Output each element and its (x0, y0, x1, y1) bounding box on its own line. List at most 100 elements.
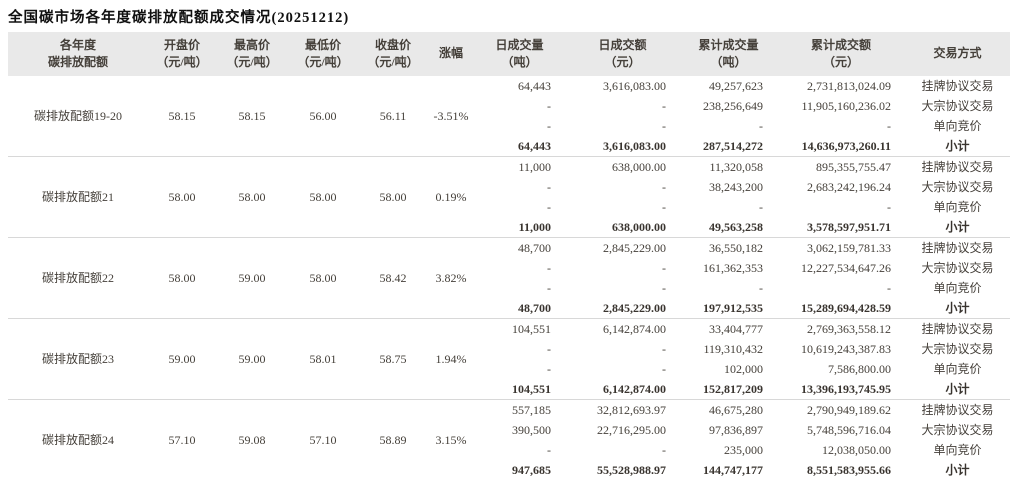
cell-daily-volume: - (547, 180, 551, 194)
cell-trade-method: 单向竞价 (933, 281, 982, 295)
cell-daily-volume: 48,700 (518, 241, 551, 255)
page-title: 全国碳市场各年度碳排放配额成交情况(20251212) (8, 10, 350, 26)
cell-cum-amount: 895,355,755.47 (816, 160, 891, 174)
cell-cum-volume: 33,404,777 (709, 322, 763, 336)
cell-cum-volume: 36,550,182 (709, 241, 763, 255)
cell-daily-volume: - (547, 342, 551, 356)
cell-trade-method: 大宗协议交易 (921, 180, 994, 194)
cell-cum-amount: 15,289,694,428.59 (801, 301, 891, 315)
cell-close-price: 58.42 (358, 237, 428, 319)
table-row: - - - - 单向竞价 (8, 197, 1010, 217)
table-row: 碳排放配额23 59.00 59.00 58.01 58.75 1.94% 104,551 6… (8, 318, 1010, 400)
cell-daily-volume: - (547, 261, 551, 275)
cell-cum-volume: 119,310,432 (703, 342, 763, 356)
cell-cum-amount: 10,619,243,387.83 (801, 342, 891, 356)
table-row: - - 119,310,432 10,619,243,387.83 大宗协议交易 (8, 339, 1010, 359)
cell-quota-name: 碳排放配额23 (8, 318, 148, 400)
cell-cum-amount: 2,731,813,024.09 (807, 79, 891, 93)
cell-daily-volume: 947,685 (512, 463, 551, 477)
cell-daily-volume: 390,500 (512, 423, 551, 437)
cell-cum-volume: 46,675,280 (709, 403, 763, 417)
cell-cum-volume: 287,514,272 (703, 139, 763, 153)
cell-daily-amount: - (662, 180, 666, 194)
quota-trading-table: 各年度 碳排放配额 开盘价 （元/吨） 最高价 （元/吨） 最低价 （元/吨） 收盘价 （元/吨）… (8, 32, 1010, 480)
cell-cum-amount: 7,586,800.00 (828, 362, 891, 376)
table-row: 48,700 2,845,229.00 197,912,535 15,289,694,… (8, 298, 1010, 319)
cell-change-pct: 0.19% (428, 156, 474, 238)
cell-close-price: 58.00 (358, 156, 428, 238)
cell-cum-volume: 144,747,177 (703, 463, 763, 477)
cell-daily-amount: 6,142,874.00 (603, 382, 666, 396)
cell-daily-volume: 64,443 (518, 79, 551, 93)
table-row: 947,685 55,528,988.97 144,747,177 8,551,583… (8, 460, 1010, 480)
cell-daily-amount: 6,142,874.00 (603, 322, 666, 336)
cell-daily-amount: 2,845,229.00 (603, 241, 666, 255)
cell-daily-volume: 64,443 (518, 139, 551, 153)
cell-high-price: 59.08 (238, 433, 266, 447)
cell-trade-method: 挂牌协议交易 (921, 160, 994, 174)
cell-daily-volume: 11,000 (518, 160, 551, 174)
table-header: 各年度 碳排放配额 开盘价 （元/吨） 最高价 （元/吨） 最低价 （元/吨） 收盘价 （元/吨）… (8, 32, 1010, 76)
carbon-market-report-page: 全国碳市场各年度碳排放配额成交情况(20251212) 各年度 碳排放配额 开盘价（… (8, 10, 1010, 480)
col-header-year-quota: 各年度 碳排放配额 (8, 32, 148, 76)
cell-low-price: 58.00 (288, 237, 358, 319)
cell-cum-volume: 11,320,058 (709, 160, 763, 174)
col-header-cum-amount: 累计成交额 （元） (777, 32, 905, 76)
cell-daily-volume: - (547, 281, 551, 295)
cell-low-price: 58.01 (288, 318, 358, 400)
cell-open-price: 57.10 (168, 433, 196, 447)
cell-cum-amount: 2,790,949,189.62 (807, 403, 891, 417)
cell-cum-volume: - (759, 119, 763, 133)
cell-trade-method: 小计 (945, 301, 970, 315)
cell-cum-volume: 49,563,258 (709, 220, 763, 234)
cell-low-price: 56.00 (288, 76, 358, 157)
col-header-daily-amount: 日成交额 （元） (565, 32, 680, 76)
cell-daily-amount: - (662, 200, 666, 214)
cell-cum-volume: - (759, 281, 763, 295)
table-row: 碳排放配额21 58.00 58.00 58.00 58.00 0.19% 11,000 63… (8, 156, 1010, 238)
table-row: 390,500 22,716,295.00 97,836,897 5,748,596,… (8, 420, 1010, 440)
col-header-low-price: 最低价 （元/吨） (288, 32, 358, 76)
col-header-close-price: 收盘价 （元/吨） (358, 32, 428, 76)
cell-cum-amount: 2,683,242,196.24 (807, 180, 891, 194)
cell-daily-volume: - (547, 119, 551, 133)
cell-daily-volume: - (547, 362, 551, 376)
cell-cum-volume: 161,362,353 (703, 261, 763, 275)
table-row: 11,000 638,000.00 49,563,258 3,578,597,951.… (8, 217, 1010, 238)
table-row: - - - - 单向竞价 (8, 116, 1010, 136)
cell-trade-method: 小计 (945, 220, 970, 234)
cell-cum-volume: - (759, 200, 763, 214)
cell-trade-method: 小计 (945, 139, 970, 153)
cell-cum-volume: 102,000 (724, 362, 763, 376)
cell-daily-volume: 557,185 (512, 403, 551, 417)
cell-daily-amount: - (662, 362, 666, 376)
cell-quota-name: 碳排放配额21 (8, 156, 148, 238)
cell-cum-amount: - (887, 119, 891, 133)
col-header-trade-method: 交易方式 (905, 32, 1010, 76)
col-header-change: 涨幅 (428, 32, 474, 76)
cell-cum-volume: 38,243,200 (709, 180, 763, 194)
cell-daily-volume: - (547, 443, 551, 457)
table-row: - - 238,256,649 11,905,160,236.02 大宗协议交易 (8, 96, 1010, 116)
table-row: - - 235,000 12,038,050.00 单向竞价 (8, 440, 1010, 460)
cell-low-price: 58.00 (288, 156, 358, 238)
cell-daily-volume: 104,551 (512, 322, 551, 336)
cell-trade-method: 挂牌协议交易 (921, 79, 994, 93)
cell-daily-amount: 638,000.00 (612, 160, 666, 174)
cell-daily-volume: - (547, 200, 551, 214)
cell-open-price: 58.15 (148, 76, 216, 157)
cell-quota-name: 碳排放配额22 (8, 237, 148, 319)
cell-trade-method: 小计 (945, 382, 970, 396)
cell-high-price: 58.00 (216, 156, 288, 238)
cell-daily-amount: 638,000.00 (612, 220, 666, 234)
table-row: 碳排放配额19-20 58.15 58.15 56.00 56.11 -3.51% 64,4… (8, 76, 1010, 157)
cell-change-pct: 3.15% (435, 433, 467, 447)
table-row: 104,551 6,142,874.00 152,817,209 13,396,193… (8, 379, 1010, 400)
cell-daily-amount: 55,528,988.97 (597, 463, 666, 477)
cell-daily-amount: - (662, 443, 666, 457)
cell-trade-method: 挂牌协议交易 (921, 403, 994, 417)
table-row: - - 102,000 7,586,800.00 单向竞价 (8, 359, 1010, 379)
cell-open-price: 59.00 (148, 318, 216, 400)
table-row: - - - - 单向竞价 (8, 278, 1010, 298)
table-row: - - 161,362,353 12,227,534,647.26 大宗协议交易 (8, 258, 1010, 278)
